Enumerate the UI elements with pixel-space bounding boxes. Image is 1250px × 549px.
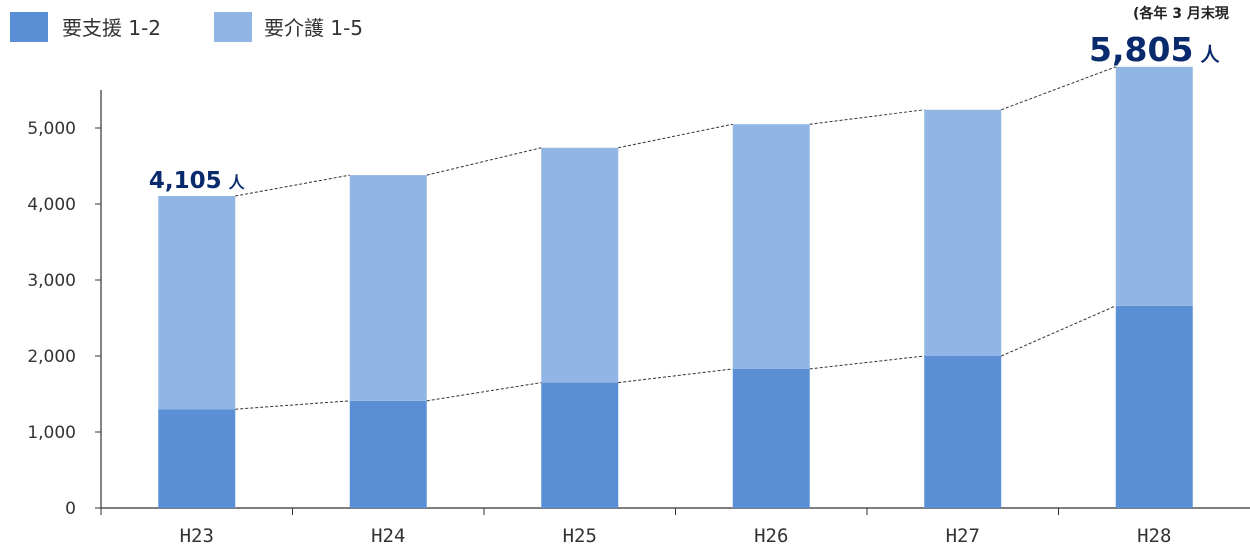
- support-trend-line: [809, 355, 925, 370]
- bar-segment-2: [732, 124, 810, 369]
- bar-segment-1: [732, 368, 810, 508]
- legend: 要支援 1-2 要介護 1-5: [10, 12, 363, 42]
- y-tick-label: 2,000: [27, 347, 76, 367]
- support-trend-line: [235, 400, 350, 410]
- bar-segment-1: [541, 382, 619, 508]
- bars: [158, 66, 1193, 508]
- legend-label-2: 要介護 1-5: [264, 16, 363, 40]
- total-trend-line: [618, 123, 733, 149]
- total-value: 5,805: [1089, 30, 1193, 69]
- x-category-label: H24: [371, 525, 405, 547]
- bar-segment-1: [349, 400, 427, 508]
- legend-swatch-1: [10, 12, 48, 42]
- support-trend-line: [618, 368, 733, 384]
- total-unit: 人: [229, 173, 246, 192]
- total-value: 4,105: [149, 168, 222, 194]
- x-category-label: H25: [563, 525, 597, 547]
- axes: 0 1,000 2,000 3,000 4,000 5,000 H23 H24 H25 H26 H2…: [27, 90, 1250, 547]
- total-trend-line: [1001, 66, 1116, 111]
- x-category-label: H28: [1137, 525, 1171, 547]
- x-category-label: H27: [946, 525, 980, 547]
- bar-segment-2: [541, 147, 619, 383]
- y-tick-label: 0: [65, 499, 76, 519]
- y-tick-label: 4,000: [27, 195, 76, 215]
- support-trend-line: [426, 382, 542, 402]
- total-unit: 人: [1200, 44, 1220, 66]
- total-trend-line: [235, 174, 350, 197]
- bar-segment-2: [158, 196, 236, 410]
- total-labels: 4,105 人 5,805 人: [149, 30, 1221, 194]
- bar-segment-2: [924, 109, 1002, 356]
- total-label: 5,805 人: [1089, 30, 1220, 69]
- x-category-label: H23: [180, 525, 214, 547]
- legend-label-1: 要支援 1-2: [62, 16, 161, 40]
- y-tick-label: 5,000: [27, 119, 76, 139]
- bar-segment-1: [924, 356, 1002, 508]
- bar-segment-2: [349, 175, 427, 401]
- trend-lines: [235, 66, 1116, 410]
- date-note: (各年 3 月末現: [1133, 5, 1229, 22]
- bar-segment-2: [1115, 66, 1193, 306]
- y-tick-label: 1,000: [27, 423, 76, 443]
- support-trend-line: [1001, 305, 1116, 357]
- total-label: 4,105 人: [149, 168, 246, 194]
- total-trend-line: [809, 109, 925, 125]
- bar-segment-1: [1115, 305, 1193, 508]
- bar-segment-1: [158, 409, 236, 508]
- y-tick-label: 3,000: [27, 271, 76, 291]
- x-category-label: H26: [754, 525, 788, 547]
- total-trend-line: [426, 147, 542, 176]
- legend-swatch-2: [214, 12, 252, 42]
